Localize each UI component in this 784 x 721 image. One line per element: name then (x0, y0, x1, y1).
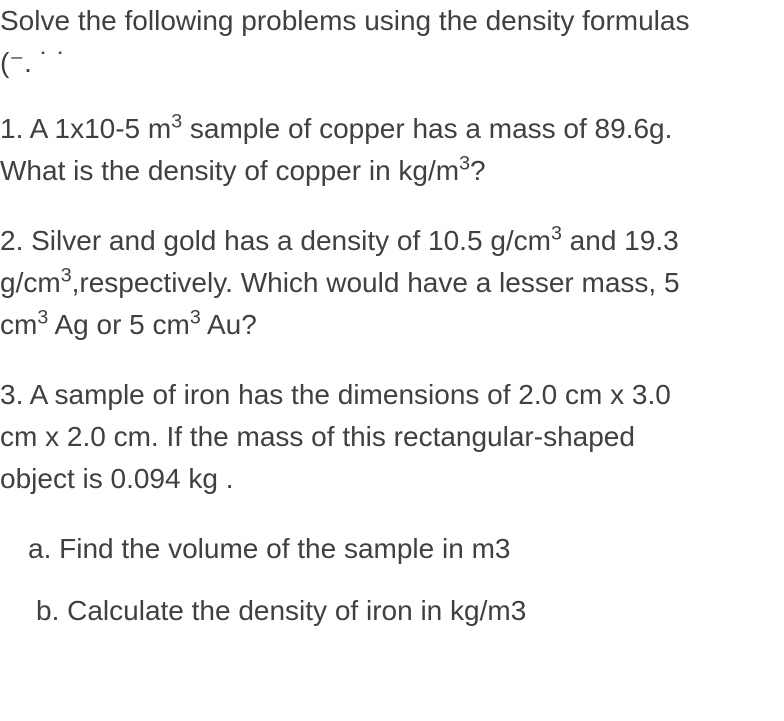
q2-part1b: and 19.3 (562, 225, 679, 256)
q3-line2: cm x 2.0 cm. If the mass of this rectang… (0, 421, 635, 452)
q2-sup1: 3 (551, 223, 562, 245)
question-2: 2. Silver and gold has a density of 10.5… (0, 220, 784, 346)
q2-part3c: Au? (201, 309, 257, 340)
q2-part1: 2. Silver and gold has a density of 10.5… (0, 225, 551, 256)
question-3b: b. Calculate the density of iron in kg/m… (0, 590, 784, 632)
question-1: 1. A 1x10-5 m3 sample of copper has a ma… (0, 108, 784, 192)
q2-sup3: 3 (37, 307, 48, 329)
q2-sup2: 3 (61, 265, 72, 287)
q3b-text: b. Calculate the density of iron in kg/m… (36, 595, 526, 626)
q1-sup2: 3 (459, 153, 470, 175)
q1-part2: What is the density of copper in kg/m (0, 155, 459, 186)
q2-sup4: 3 (190, 307, 201, 329)
q2-part2: g/cm (0, 267, 61, 298)
intro-text-1: Solve the following problems using the d… (0, 5, 689, 36)
q2-part3b: Ag or 5 cm (48, 309, 190, 340)
q2-part2b: ,respectively. Which would have a lesser… (72, 267, 680, 298)
intro-text-2: (⁻. ˙ ˙ (0, 47, 66, 78)
q2-part3: cm (0, 309, 37, 340)
intro-block: Solve the following problems using the d… (0, 0, 784, 84)
q1-sup1: 3 (171, 111, 182, 133)
question-3: 3. A sample of iron has the dimensions o… (0, 374, 784, 500)
q3-line1: 3. A sample of iron has the dimensions o… (0, 379, 671, 410)
question-3a: a. Find the volume of the sample in m3 (0, 528, 784, 570)
q1-part2b: ? (470, 155, 486, 186)
q3a-text: a. Find the volume of the sample in m3 (28, 533, 510, 564)
q3-line3: object is 0.094 kg . (0, 463, 233, 494)
q1-part1: 1. A 1x10-5 m (0, 113, 171, 144)
q1-part1b: sample of copper has a mass of 89.6g. (182, 113, 672, 144)
